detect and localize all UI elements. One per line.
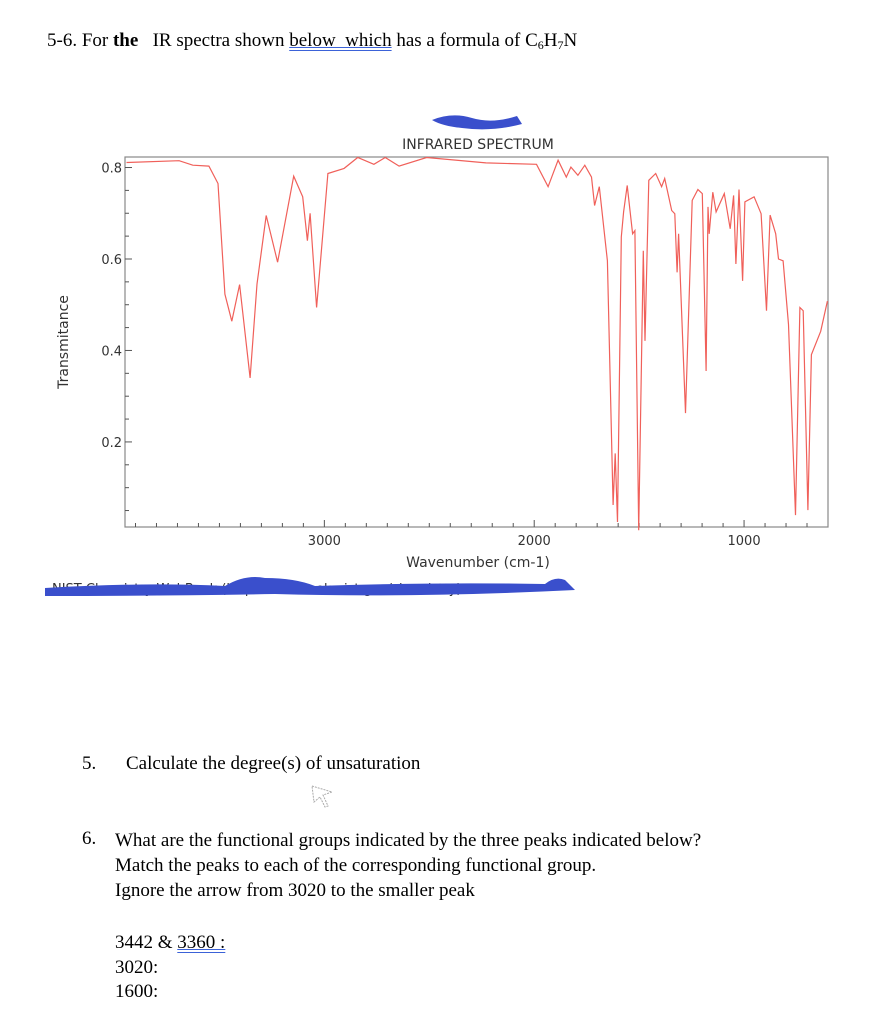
answer-label: 3360 :	[177, 932, 226, 953]
y-axis-label: Transmitance	[56, 295, 72, 390]
redaction-scribble	[45, 577, 575, 596]
answer-label: 3020:	[115, 956, 159, 978]
spectrum-line	[126, 156, 828, 531]
header-text: IR spectra shown	[138, 30, 290, 51]
subscript: 7	[557, 38, 564, 52]
question-5-number: 5.	[82, 753, 97, 774]
header-bold: the	[112, 30, 139, 51]
header-text: H	[543, 30, 558, 51]
x-tick-label: 2000	[518, 534, 551, 549]
header-text: 5-6. For	[47, 30, 113, 51]
question-6-number: 6.	[82, 828, 97, 849]
answer-label: 1600:	[115, 981, 159, 1002]
cursor-arrow-icon	[311, 785, 334, 808]
subscript: 6	[537, 38, 544, 52]
y-tick-label: 0.6	[101, 253, 122, 268]
answer-1600[interactable]: 1600:	[115, 980, 225, 1005]
ir-spectrum-chart: INFRARED SPECTRUM 3000 2000 1000 0.8 0.6 0.4 0…	[45, 115, 829, 597]
chart-title: INFRARED SPECTRUM	[402, 137, 554, 153]
answer-3020[interactable]: 3020:	[115, 956, 225, 981]
question-5-text: Calculate the degree(s) of unsaturation	[126, 753, 421, 774]
y-tick-label: 0.4	[101, 344, 122, 359]
header-underlined: below which	[289, 30, 392, 51]
redaction-scribble	[432, 115, 522, 130]
y-tick-label: 0.8	[101, 162, 122, 177]
answer-3442-3360[interactable]: 3442 & 3360 :	[115, 931, 225, 956]
x-tick-label: 1000	[728, 534, 761, 549]
question-6-line: Ignore the arrow from 3020 to the smalle…	[115, 880, 475, 901]
question-6-line: What are the functional groups indicated…	[115, 830, 702, 851]
question-header: 5-6. For the IR spectra shown below whic…	[47, 30, 577, 53]
question-6-line: Match the peaks to each of the correspon…	[115, 855, 597, 876]
answer-label: 3442 &	[115, 932, 178, 953]
header-text: N	[563, 30, 578, 51]
plot-frame	[124, 156, 829, 528]
x-axis-label: Wavenumber (cm-1)	[406, 555, 550, 571]
answer-list: 3442 & 3360 : 3020: 1600:	[115, 931, 225, 1005]
y-tick-label: 0.2	[101, 436, 122, 451]
header-text: has a formula of C	[391, 30, 538, 51]
question-6-text: What are the functional groups indicated…	[115, 828, 701, 903]
x-tick-label: 3000	[308, 534, 341, 549]
